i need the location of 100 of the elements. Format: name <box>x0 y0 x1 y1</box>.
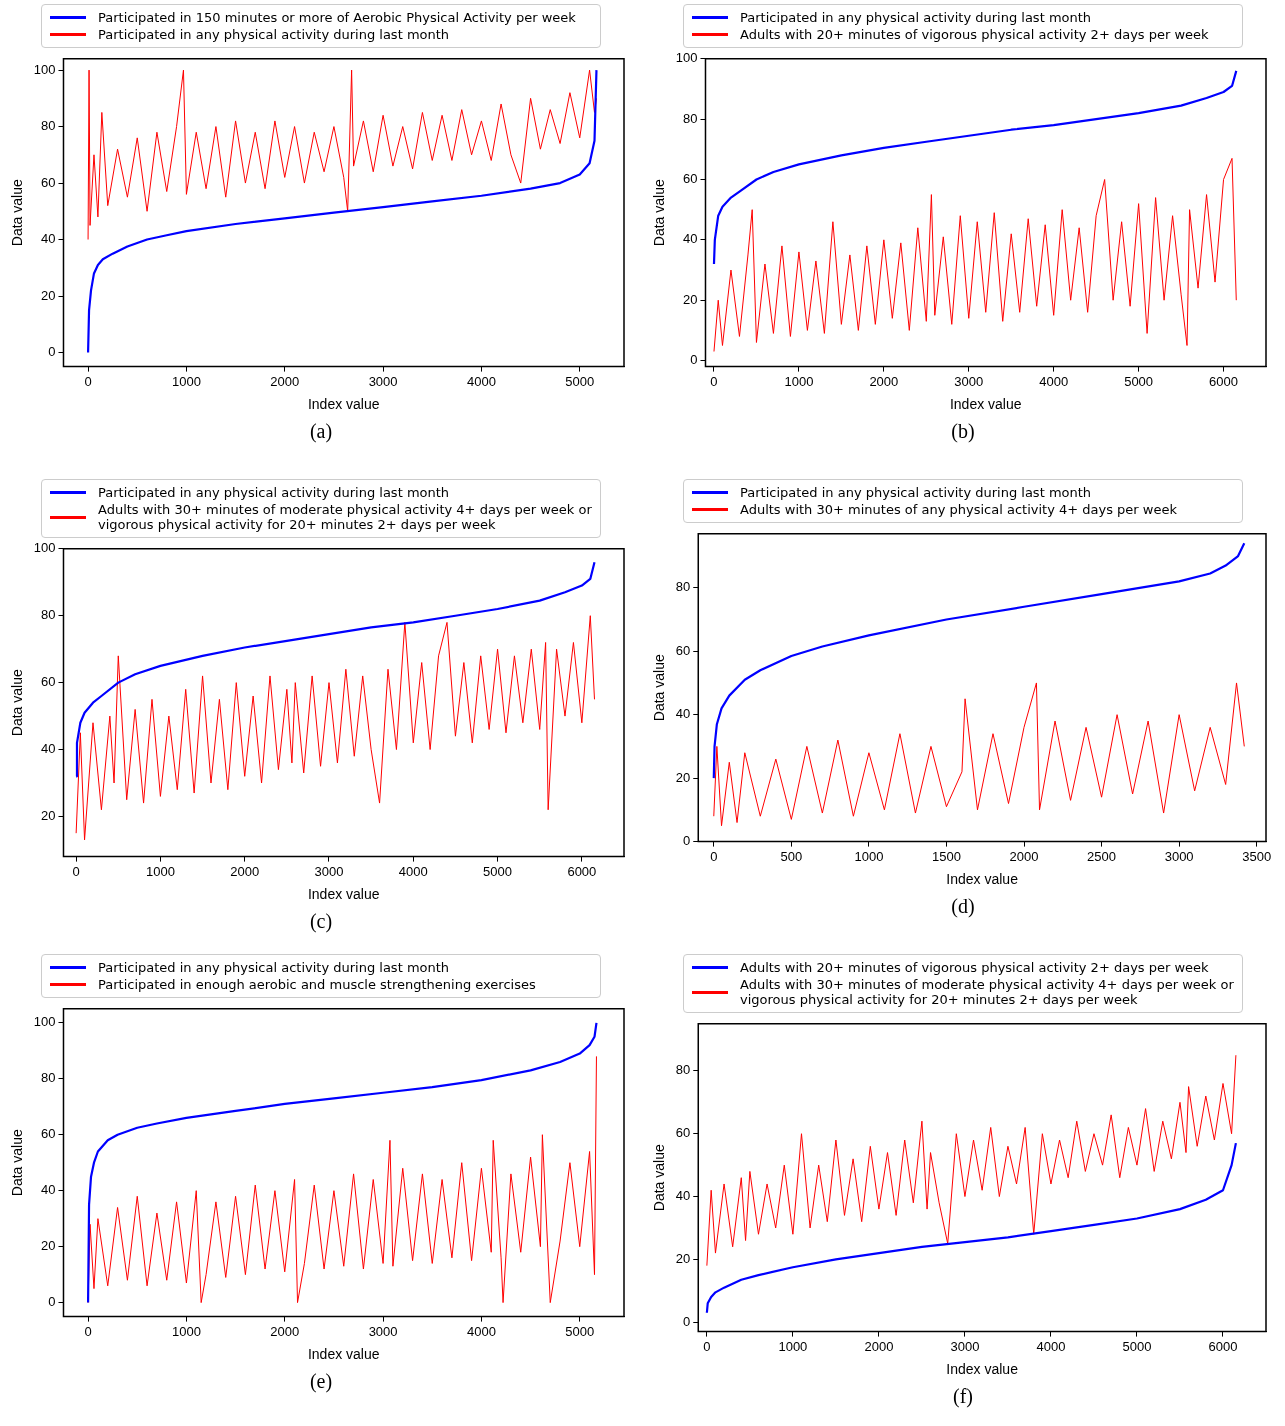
text: (d) <box>951 895 975 918</box>
y-tick-label: 0 <box>48 1294 56 1310</box>
y-tick-label: 60 <box>675 1125 691 1141</box>
x-tick-label: 2000 <box>869 373 899 389</box>
y-tick-label: 0 <box>48 344 56 360</box>
x-tick-label: 4000 <box>466 373 496 389</box>
y-tick-label: 100 <box>33 61 56 77</box>
x-tick-label: 1000 <box>784 373 814 389</box>
x-tick-label: 4000 <box>466 1323 496 1339</box>
y-tick-label: 60 <box>683 171 698 187</box>
y-tick-label: 20 <box>675 1250 691 1266</box>
x-tick-label: 0 <box>703 1338 711 1354</box>
y-tick-label: 80 <box>41 118 56 134</box>
y-tick-label: 60 <box>41 174 56 190</box>
x-tick-label: 2000 <box>864 1338 894 1354</box>
x-tick-label: 4000 <box>1039 373 1069 389</box>
y-tick-label: 60 <box>41 1126 56 1142</box>
y-tick-label: 60 <box>41 674 56 690</box>
x-tick-label: 0 <box>72 863 80 879</box>
x-tick-label: 5000 <box>565 1323 595 1339</box>
y-axis-title: Data value <box>651 654 668 722</box>
x-tick-label: 1000 <box>145 863 175 879</box>
y-tick-label: 0 <box>683 1313 691 1329</box>
text: (c) <box>309 910 333 933</box>
x-tick-label: 4000 <box>398 863 428 879</box>
x-tick-label: 1000 <box>778 1338 808 1354</box>
x-tick-label: 4000 <box>1036 1338 1066 1354</box>
x-tick-label: 5000 <box>1124 373 1154 389</box>
y-axis-title: Data value <box>9 669 26 737</box>
x-tick-label: 1000 <box>171 373 201 389</box>
legend-label: Participated in any physical activity during last month <box>98 960 450 975</box>
legend-label: Participated in enough aerobic and muscle strengthening exercises <box>98 977 536 992</box>
x-tick-label: 3000 <box>954 373 984 389</box>
y-tick-label: 20 <box>675 769 691 785</box>
y-tick-label: 80 <box>675 1062 691 1078</box>
y-tick-label: 0 <box>683 833 691 849</box>
legend-label: Participated in any physical activity during last month <box>98 27 450 42</box>
text: (a) <box>309 420 333 443</box>
x-tick-label: 2500 <box>1087 848 1117 864</box>
y-tick-label: 40 <box>683 231 698 247</box>
y-tick-label: 40 <box>675 1188 691 1204</box>
x-tick-label: 0 <box>710 848 718 864</box>
x-tick-label: 0 <box>84 1323 92 1339</box>
y-axis-title: Data value <box>9 179 26 247</box>
y-tick-label: 100 <box>33 540 56 556</box>
x-tick-label: 6000 <box>567 863 597 879</box>
text: (e) <box>309 1370 333 1393</box>
x-tick-label: 1000 <box>854 848 884 864</box>
x-axis-title: Index value <box>307 396 380 413</box>
x-axis-title: Index value <box>946 871 1019 888</box>
legend-label: Adults with 30+ minutes of moderate physical activity 4+ days per week or vigorous physical activity for 20+ minutes 2+ days per week <box>98 502 592 532</box>
x-tick-label: 3000 <box>368 373 398 389</box>
legend-label: Participated in any physical activity during last month <box>98 485 450 500</box>
y-tick-label: 100 <box>33 1014 56 1030</box>
x-tick-label: 5000 <box>1122 1338 1152 1354</box>
x-tick-label: 3500 <box>1242 848 1272 864</box>
x-tick-label: 1500 <box>931 848 961 864</box>
y-tick-label: 80 <box>675 579 691 595</box>
y-tick-label: 20 <box>683 291 698 307</box>
x-tick-label: 3000 <box>950 1338 980 1354</box>
y-tick-label: 20 <box>41 808 56 824</box>
y-axis-title: Data value <box>9 1129 26 1197</box>
legend-label: Participated in any physical activity during last month <box>740 485 1092 500</box>
y-axis-title: Data value <box>651 179 668 247</box>
x-tick-label: 500 <box>780 848 803 864</box>
x-axis-title: Index value <box>949 396 1022 413</box>
text: (b) <box>951 420 975 443</box>
x-tick-label: 3000 <box>314 863 344 879</box>
x-tick-label: 2000 <box>270 1323 300 1339</box>
x-tick-label: 1000 <box>171 1323 201 1339</box>
x-tick-label: 0 <box>710 373 718 389</box>
y-tick-label: 40 <box>41 1182 56 1198</box>
x-tick-label: 6000 <box>1208 1338 1238 1354</box>
y-tick-label: 20 <box>41 287 56 303</box>
x-tick-label: 5000 <box>565 373 595 389</box>
legend-label: Adults with 20+ minutes of vigorous physical activity 2+ days per week <box>740 27 1209 42</box>
x-axis-title: Index value <box>307 886 380 903</box>
y-tick-label: 80 <box>41 1070 56 1086</box>
y-tick-label: 40 <box>675 706 691 722</box>
y-tick-label: 20 <box>41 1238 56 1254</box>
x-tick-label: 0 <box>84 373 92 389</box>
x-tick-label: 5000 <box>483 863 513 879</box>
x-tick-label: 2000 <box>1009 848 1039 864</box>
x-axis-title: Index value <box>307 1346 380 1363</box>
legend-label: Adults with 30+ minutes of moderate physical activity 4+ days per week or vigorous physical activity for 20+ minutes 2+ days per week <box>740 977 1234 1007</box>
y-tick-label: 40 <box>41 741 56 757</box>
y-tick-label: 60 <box>675 642 691 658</box>
y-tick-label: 0 <box>690 352 698 368</box>
y-tick-label: 80 <box>683 110 698 126</box>
x-tick-label: 3000 <box>368 1323 398 1339</box>
y-tick-label: 80 <box>41 607 56 623</box>
legend-label: Adults with 30+ minutes of any physical activity 4+ days per week <box>740 502 1177 517</box>
text: (f) <box>953 1385 973 1408</box>
y-tick-label: 100 <box>675 50 698 66</box>
legend-label: Participated in 150 minutes or more of Aerobic Physical Activity per week <box>98 10 576 25</box>
y-axis-title: Data value <box>651 1144 668 1212</box>
x-tick-label: 3000 <box>1164 848 1194 864</box>
legend-label: Adults with 20+ minutes of vigorous physical activity 2+ days per week <box>740 960 1209 975</box>
x-tick-label: 2000 <box>230 863 260 879</box>
legend-label: Participated in any physical activity during last month <box>740 10 1092 25</box>
